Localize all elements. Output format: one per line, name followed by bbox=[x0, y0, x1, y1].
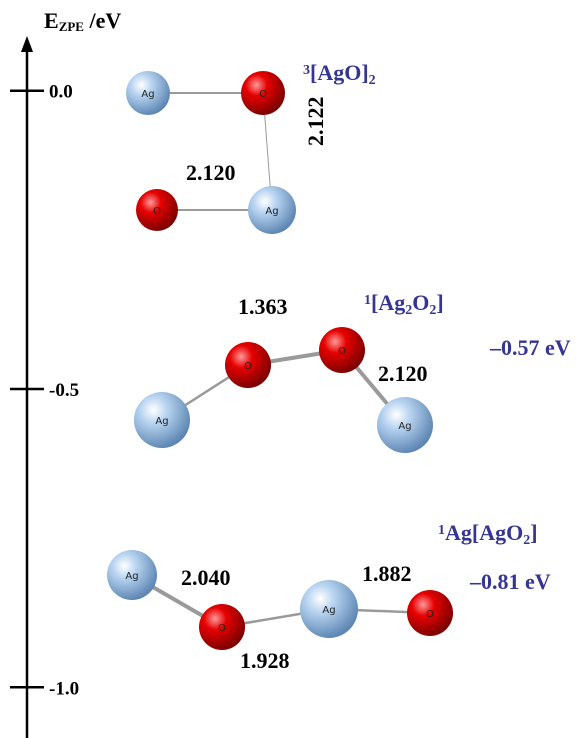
atom-label: Ag bbox=[155, 416, 168, 427]
atom-label: Ag bbox=[125, 571, 138, 582]
atom-label: O bbox=[153, 206, 161, 217]
formula-part: 1 bbox=[438, 523, 445, 538]
formula-part: 2 bbox=[523, 533, 530, 548]
tick-label: -0.5 bbox=[49, 380, 79, 401]
formula-part: Ag[AgO bbox=[445, 520, 523, 545]
atom-label: O bbox=[426, 609, 434, 620]
bond-length: 2.120 bbox=[378, 361, 428, 386]
energy: –0.57 eV bbox=[489, 335, 571, 360]
atom-label: Ag bbox=[141, 89, 154, 100]
formula-part: 3 bbox=[303, 63, 310, 78]
atom-label: Ag bbox=[265, 206, 278, 217]
atom-label: O bbox=[259, 89, 267, 100]
atom-label: O bbox=[218, 623, 226, 634]
formula-part: [Ag bbox=[371, 290, 405, 315]
atom-label: Ag bbox=[398, 421, 411, 432]
formula-part: /eV bbox=[84, 8, 121, 33]
atom-label: Ag bbox=[322, 605, 335, 616]
atom-label: O bbox=[244, 361, 252, 372]
atom-label: O bbox=[338, 346, 346, 357]
formula: 3[AgO]2 bbox=[303, 60, 376, 88]
formula: 1[Ag2O2] bbox=[364, 290, 444, 318]
formula-part: O bbox=[412, 290, 429, 315]
bond-length: 2.120 bbox=[186, 160, 236, 185]
diagram: EZPE /eV0.0-0.5-1.0AgOOAg2.1202.1223[AgO… bbox=[0, 0, 577, 738]
formula-part: 1 bbox=[364, 293, 371, 308]
tick-label: -1.0 bbox=[49, 678, 79, 699]
bond-length: 2.122 bbox=[303, 97, 328, 147]
axis-label: EZPE /eV bbox=[44, 8, 121, 34]
energy: –0.81 eV bbox=[469, 569, 551, 594]
bond-length: 2.040 bbox=[181, 565, 231, 590]
formula-part: ZPE bbox=[59, 19, 84, 34]
bond-length: 1.882 bbox=[362, 561, 412, 586]
bond-length: 1.928 bbox=[240, 648, 290, 673]
bond-length: 1.363 bbox=[238, 294, 288, 319]
axis-arrow bbox=[21, 36, 33, 52]
formula: 1Ag[AgO2] bbox=[438, 520, 538, 548]
formula-part: 2 bbox=[405, 303, 412, 318]
formula-part: 2 bbox=[369, 73, 376, 88]
formula-part: ] bbox=[436, 290, 443, 315]
formula-part: [AgO] bbox=[310, 60, 369, 85]
formula-part: 2 bbox=[429, 303, 436, 318]
formula-part: ] bbox=[530, 520, 537, 545]
formula-part: E bbox=[44, 8, 59, 33]
tick-label: 0.0 bbox=[49, 82, 73, 103]
